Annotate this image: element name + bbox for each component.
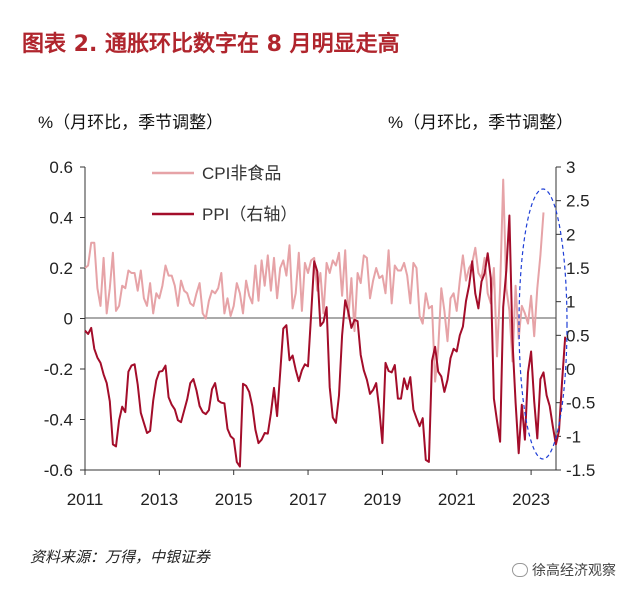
left-tick-label: -0.4 xyxy=(44,411,73,430)
right-tick-label: 2 xyxy=(566,225,575,244)
left-tick-label: 0.2 xyxy=(49,259,73,278)
right-axis-label: %（月环比，季节调整） xyxy=(388,113,573,132)
x-tick-label: 2021 xyxy=(438,490,476,509)
x-tick-label: 2023 xyxy=(512,490,550,509)
watermark: 徐高经济观察 xyxy=(512,560,616,580)
cpi-series-line xyxy=(84,178,545,383)
highlight-ellipse xyxy=(518,188,568,460)
chart-title: 图表 2. 通胀环比数字在 8 月明显走高 xyxy=(22,32,400,57)
wechat-icon xyxy=(512,563,528,577)
legend-ppi-label: PPI（右轴） xyxy=(202,205,297,224)
left-tick-label: 0 xyxy=(64,310,73,329)
right-tick-label: -1.5 xyxy=(566,461,595,480)
x-tick-label: 2013 xyxy=(140,490,178,509)
x-tick-label: 2019 xyxy=(363,490,401,509)
right-tick-label: 0 xyxy=(566,360,575,379)
right-tick-label: 1.5 xyxy=(566,259,590,278)
left-axis-label: %（月环比，季节调整） xyxy=(38,113,223,132)
right-tick-label: 1 xyxy=(566,293,575,312)
ppi-series-line xyxy=(84,214,567,468)
left-tick-label: 0.4 xyxy=(49,209,73,228)
watermark-text: 徐高经济观察 xyxy=(532,563,616,579)
source-note: 资料来源：万得，中银证券 xyxy=(30,548,211,566)
x-tick-label: 2011 xyxy=(67,490,104,509)
x-tick-label: 2017 xyxy=(289,490,327,509)
right-tick-label: -1 xyxy=(566,427,581,446)
right-tick-label: 3 xyxy=(566,158,575,177)
right-tick-label: -0.5 xyxy=(566,394,595,413)
left-tick-label: -0.6 xyxy=(44,461,73,480)
right-tick-label: 2.5 xyxy=(566,192,590,211)
right-tick-label: 0.5 xyxy=(566,326,590,345)
left-tick-label: 0.6 xyxy=(49,158,73,177)
x-tick-label: 2015 xyxy=(215,490,253,509)
legend-cpi-label: CPI非食品 xyxy=(202,164,281,183)
left-tick-label: -0.2 xyxy=(44,360,73,379)
